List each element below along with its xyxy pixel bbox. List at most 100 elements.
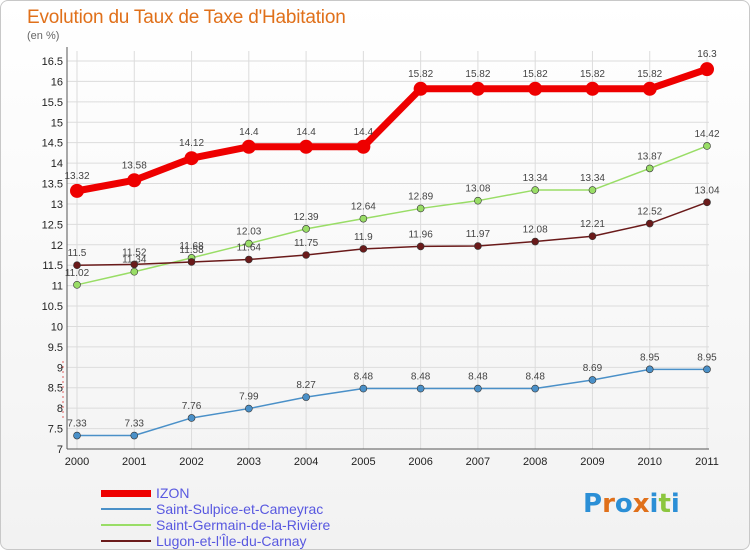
data-point xyxy=(642,81,657,96)
logo-letter: P xyxy=(583,489,603,519)
data-label: 11.34 xyxy=(122,255,147,266)
x-tick-label: 2006 xyxy=(408,456,432,468)
data-point xyxy=(588,232,597,241)
data-label: 7.99 xyxy=(239,392,259,403)
data-point xyxy=(359,384,368,393)
series-line-0 xyxy=(76,65,709,195)
data-label: 13.32 xyxy=(64,171,89,182)
x-tick-label: 2004 xyxy=(294,456,318,468)
data-point xyxy=(703,142,711,150)
y-tick-label: 8.5 xyxy=(48,383,63,395)
data-point xyxy=(474,384,482,393)
data-label: 11.9 xyxy=(354,232,373,243)
data-point xyxy=(130,260,139,269)
data-label: 12.52 xyxy=(637,207,662,218)
data-label: 15.82 xyxy=(637,69,662,80)
legend-label: Saint-Germain-de-la-Rivière xyxy=(156,517,331,533)
y-tick-label: 15.5 xyxy=(42,97,63,109)
data-label: 14.4 xyxy=(354,127,374,138)
legend-label: Lugon-et-l'Île-du-Carnay xyxy=(156,533,307,549)
data-point xyxy=(356,139,371,154)
data-point xyxy=(703,365,711,374)
data-point xyxy=(245,255,253,264)
data-point xyxy=(416,204,425,213)
data-label: 15.82 xyxy=(465,69,490,80)
data-point xyxy=(585,81,600,96)
data-label: 8.27 xyxy=(296,380,316,391)
data-point xyxy=(531,237,539,246)
data-point xyxy=(588,376,597,384)
legend-swatch xyxy=(101,524,151,526)
data-point xyxy=(70,183,84,198)
y-tick-label: 13 xyxy=(51,199,63,211)
proxiti-logo: Proxiti xyxy=(583,489,680,519)
data-label: 11.68 xyxy=(179,241,204,252)
data-label: 7.76 xyxy=(182,401,202,412)
legend-swatch xyxy=(101,540,151,542)
logo-letter: i xyxy=(649,489,659,519)
data-point xyxy=(359,214,368,223)
data-label: 8.48 xyxy=(411,372,431,383)
data-point xyxy=(241,139,256,154)
data-point xyxy=(187,414,196,422)
data-label: 8.69 xyxy=(583,363,603,374)
legend-swatch xyxy=(101,508,151,510)
chart-subtitle: (en %) xyxy=(27,30,60,42)
x-tick-label: 2001 xyxy=(122,456,146,468)
data-point xyxy=(416,242,425,251)
data-point xyxy=(474,242,482,250)
x-tick-label: 2008 xyxy=(523,456,547,468)
x-tick-label: 2003 xyxy=(237,456,261,468)
y-tick-label: 14.5 xyxy=(42,138,63,150)
data-point xyxy=(645,365,654,374)
data-label: 16.3 xyxy=(697,49,717,60)
data-point xyxy=(302,251,310,259)
data-point xyxy=(470,81,485,96)
data-label: 14.4 xyxy=(239,127,259,138)
data-label: 8.48 xyxy=(525,372,545,383)
y-tick-label: 10.5 xyxy=(42,301,63,313)
data-point xyxy=(531,384,539,393)
data-point xyxy=(416,384,425,393)
data-point xyxy=(359,245,368,253)
y-tick-label: 11 xyxy=(52,281,63,293)
data-point xyxy=(302,393,310,401)
x-tick-label: 2007 xyxy=(466,456,490,468)
data-point xyxy=(127,173,142,188)
data-label: 14.4 xyxy=(296,127,316,138)
legend-label: Saint-Sulpice-et-Cameyrac xyxy=(156,501,324,517)
y-tick-label: 16.5 xyxy=(42,56,63,68)
series-line-3 xyxy=(76,201,708,266)
data-label: 12.08 xyxy=(523,225,548,236)
data-label: 12.21 xyxy=(580,219,605,230)
data-point xyxy=(645,219,654,228)
x-tick-label: 2000 xyxy=(65,456,89,468)
data-label: 8.95 xyxy=(697,352,717,363)
data-label: 11.58 xyxy=(179,245,204,256)
data-point xyxy=(700,62,714,77)
data-point xyxy=(299,139,314,154)
y-tick-label: 13.5 xyxy=(42,179,63,191)
data-point xyxy=(245,239,253,248)
x-tick-label: 2009 xyxy=(580,456,604,468)
x-tick-label: 2010 xyxy=(637,456,661,468)
data-point xyxy=(73,431,81,440)
data-label: 15.82 xyxy=(523,69,548,80)
y-tick-label: 11.5 xyxy=(42,260,63,272)
data-label: 11.96 xyxy=(408,229,433,240)
y-tick-label: 12 xyxy=(51,240,63,252)
data-point xyxy=(703,198,711,207)
y-tick-label: 16 xyxy=(51,76,63,88)
data-label: 13.04 xyxy=(694,185,719,196)
data-label: 15.82 xyxy=(580,69,605,80)
x-tick-label: 2005 xyxy=(351,456,375,468)
y-tick-label: 10 xyxy=(51,321,63,333)
data-label: 7.33 xyxy=(125,419,145,430)
data-point xyxy=(187,258,196,266)
data-label: 7.33 xyxy=(67,419,87,430)
y-tick-label: 9 xyxy=(57,362,63,374)
y-tick-label: 14 xyxy=(51,158,63,170)
data-point xyxy=(302,225,310,233)
